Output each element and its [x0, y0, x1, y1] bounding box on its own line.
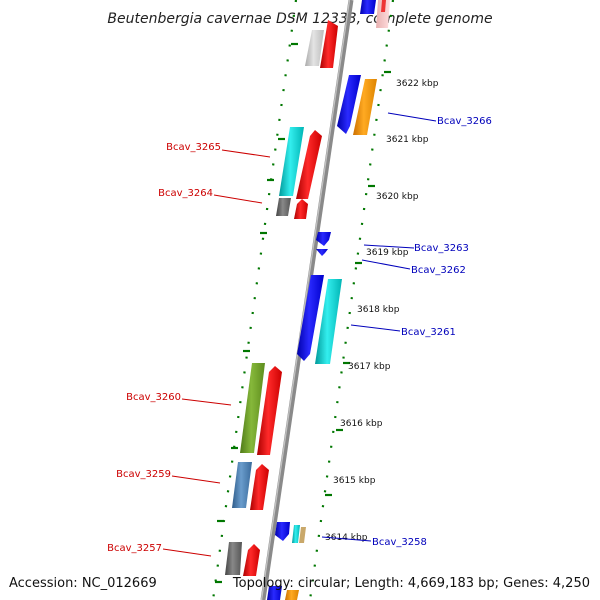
- gene-label-bcav-3263[interactable]: Bcav_3263: [414, 243, 469, 254]
- kbp-labels: 3622 kbp 3621 kbp 3620 kbp 3619 kbp 3618…: [325, 79, 439, 543]
- gene-arrow: [294, 199, 308, 219]
- kbp-label: 3620 kbp: [376, 192, 419, 202]
- kbp-label: 3622 kbp: [396, 79, 439, 89]
- genome-summary-text: Topology: circular; Length: 4,669,183 bp…: [232, 576, 590, 591]
- gene-arrow-bcav-3258: [275, 522, 290, 541]
- gene-arrow-bcav-3261: [315, 279, 342, 364]
- kbp-label: 3617 kbp: [348, 362, 391, 372]
- leader-line: [213, 194, 263, 204]
- gene-label-bcav-3257[interactable]: Bcav_3257: [107, 543, 162, 554]
- gene-label-bcav-3266[interactable]: Bcav_3266: [437, 116, 492, 127]
- leader-line: [221, 149, 271, 158]
- kbp-label: 3614 kbp: [325, 533, 368, 543]
- kbp-label: 3616 kbp: [340, 419, 383, 429]
- gene-label-bcav-3258[interactable]: Bcav_3258: [372, 537, 427, 548]
- leader-line: [162, 548, 212, 557]
- gene-label-bcav-3265[interactable]: Bcav_3265: [166, 142, 221, 153]
- backbone-highlight: [260, 0, 351, 600]
- gene-arrow: [320, 20, 338, 68]
- leader-line: [361, 259, 411, 270]
- major-ticks: [215, 42, 391, 584]
- gene-arrow: [381, 0, 386, 12]
- gene-arrow: [267, 586, 282, 600]
- gene-label-bcav-3262[interactable]: Bcav_3262: [411, 265, 466, 276]
- gene-features: [225, 0, 390, 600]
- left-gene-labels: Bcav_3265 Bcav_3264 Bcav_3260 Bcav_3259 …: [107, 142, 271, 557]
- gene-arrow-bcav-3265: [279, 127, 304, 196]
- right-gene-labels: Bcav_3266 Bcav_3263 Bcav_3262 Bcav_3261 …: [321, 112, 492, 548]
- gene-label-bcav-3264[interactable]: Bcav_3264: [158, 188, 213, 199]
- gene-arrow-bcav-3257: [225, 542, 242, 575]
- gene-arrow: [285, 590, 299, 600]
- gene-arrow: [243, 544, 260, 576]
- gene-arrow: [257, 366, 282, 455]
- kbp-label: 3618 kbp: [357, 305, 400, 315]
- kbp-label: 3621 kbp: [386, 135, 429, 145]
- gene-arrow-bcav-3259: [232, 462, 252, 508]
- gene-arrow-bcav-3263: [316, 232, 331, 246]
- leader-line: [387, 112, 437, 122]
- gene-arrow-bcav-3264: [276, 198, 291, 216]
- leader-line: [321, 536, 372, 542]
- gene-arrow: [297, 275, 324, 361]
- gene-arrow-bcav-3262: [316, 249, 328, 256]
- gene-arrow: [305, 30, 324, 66]
- gene-label-bcav-3261[interactable]: Bcav_3261: [401, 327, 456, 338]
- leader-line: [363, 244, 415, 249]
- page-title: Beutenbergia cavernae DSM 12333, complet…: [107, 11, 492, 27]
- kbp-label: 3619 kbp: [366, 248, 409, 258]
- gene-arrow: [353, 79, 377, 135]
- gene-arrow-bcav-3266: [337, 75, 361, 134]
- gene-arrow: [360, 0, 376, 14]
- gene-arrow: [292, 525, 300, 543]
- leader-line: [350, 324, 401, 332]
- gene-arrow: [296, 130, 322, 199]
- gene-arrow: [250, 464, 269, 510]
- kbp-label: 3615 kbp: [333, 476, 376, 486]
- gene-arrow: [299, 527, 306, 543]
- leader-line: [171, 475, 221, 484]
- gene-arrow: [376, 0, 390, 28]
- gene-label-bcav-3259[interactable]: Bcav_3259: [116, 469, 171, 480]
- leader-line: [181, 398, 232, 406]
- gene-label-bcav-3260[interactable]: Bcav_3260: [126, 392, 181, 403]
- accession-text: Accession: NC_012669: [9, 576, 157, 591]
- gene-arrow-bcav-3260: [240, 363, 265, 453]
